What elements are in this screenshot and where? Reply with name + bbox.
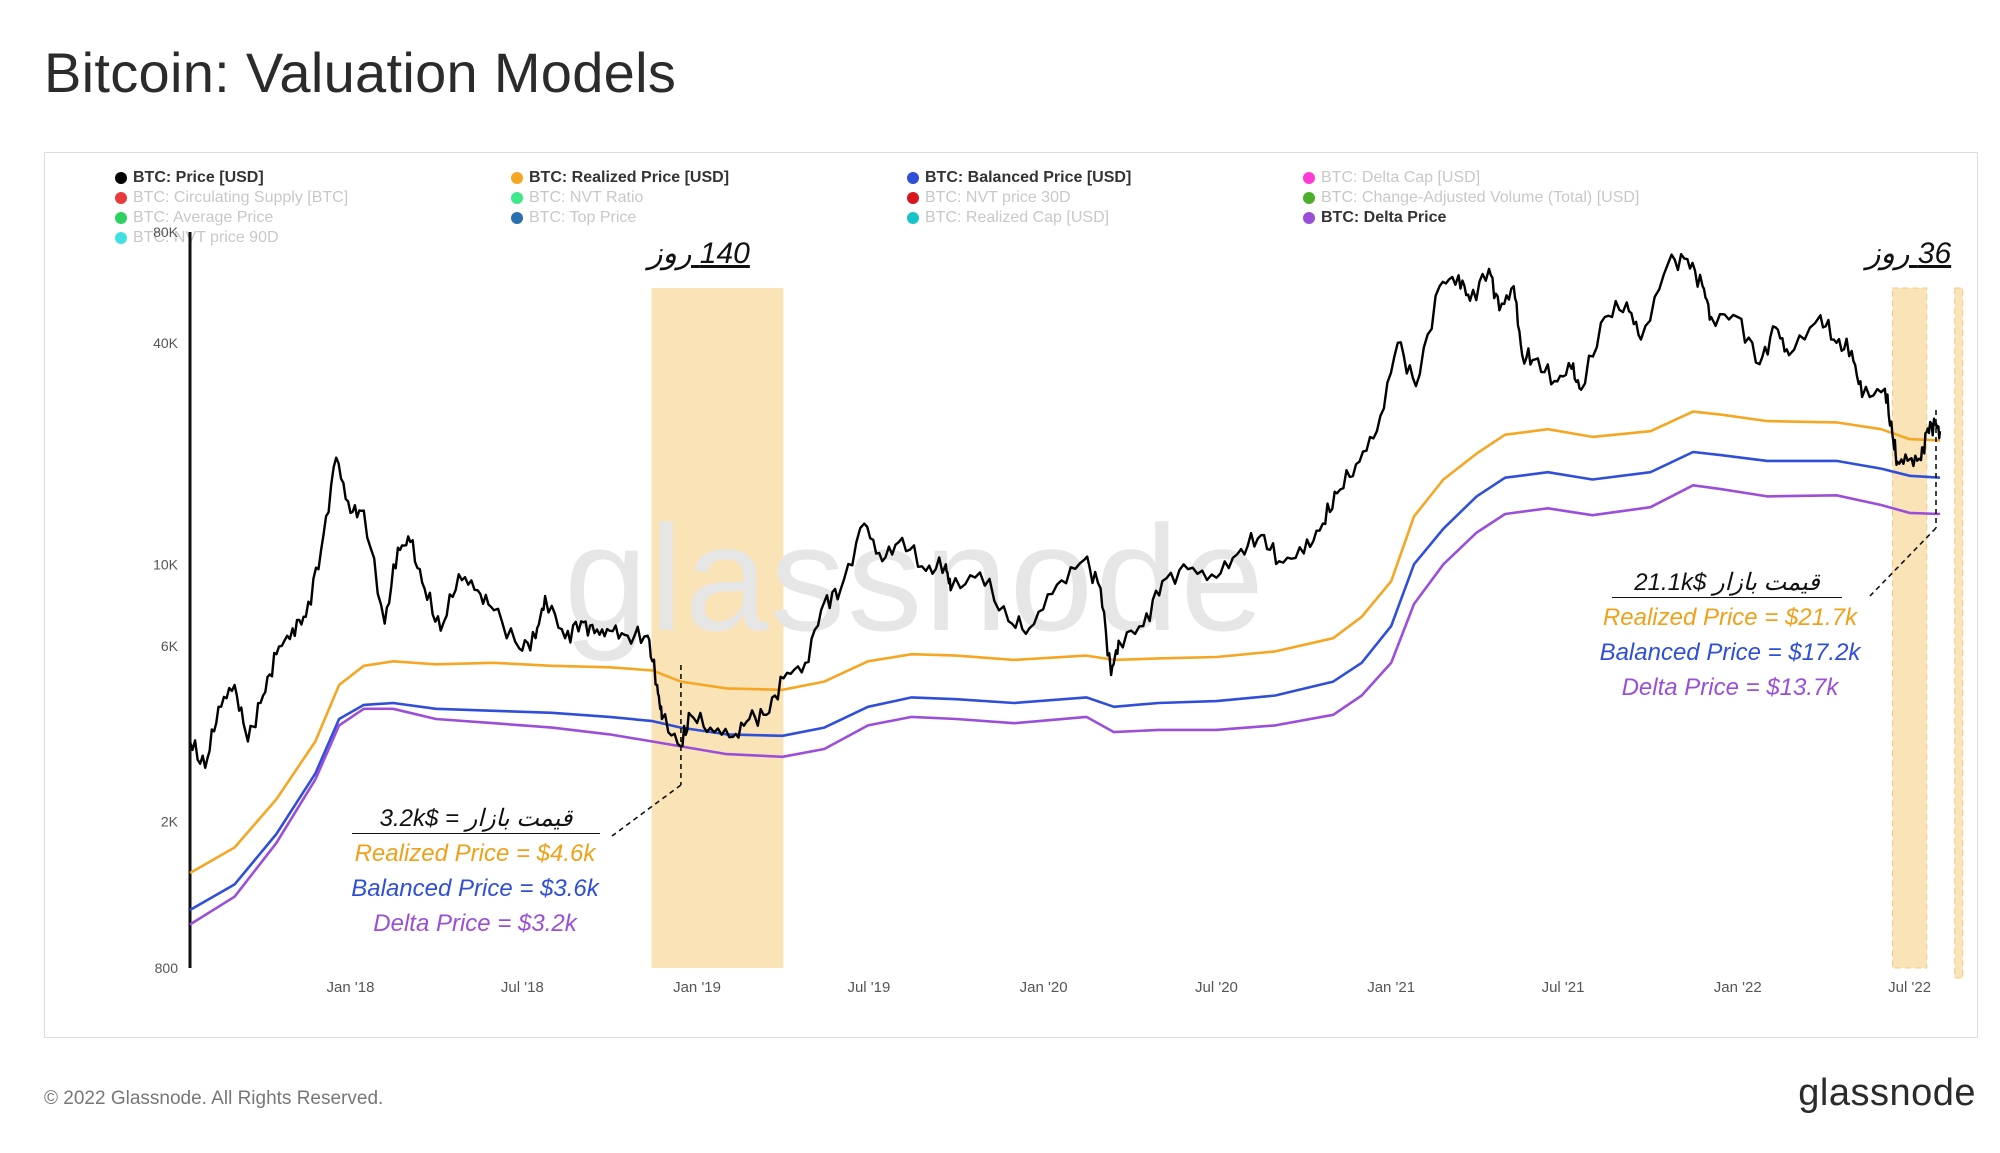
legend-dot bbox=[907, 212, 919, 224]
legend-label: BTC: Realized Price [USD] bbox=[529, 169, 730, 186]
legend-label: BTC: NVT price 90D bbox=[133, 229, 279, 246]
left-delta-price-label: Delta Price = $3.2k bbox=[373, 910, 577, 937]
legend-label: BTC: Delta Cap [USD] bbox=[1321, 169, 1481, 186]
legend-item[interactable]: BTC: Realized Cap [USD] bbox=[907, 209, 1109, 227]
legend-item[interactable]: BTC: Balanced Price [USD] bbox=[907, 169, 1131, 187]
legend-item[interactable]: BTC: NVT price 30D bbox=[907, 189, 1071, 207]
x-tick-label: Jul '21 bbox=[1542, 979, 1585, 996]
legend-label: BTC: Delta Price bbox=[1321, 209, 1447, 226]
copyright-footer: © 2022 Glassnode. All Rights Reserved. bbox=[44, 1088, 384, 1109]
legend-dot bbox=[1303, 172, 1315, 184]
legend-label: BTC: NVT price 30D bbox=[925, 189, 1071, 206]
series-line-realized-price bbox=[189, 410, 1941, 875]
legend-item[interactable]: BTC: NVT price 90D bbox=[115, 229, 279, 247]
y-tick-label: 40K bbox=[153, 335, 179, 351]
x-tick-label: Jul '19 bbox=[847, 979, 890, 996]
x-tick-label: Jul '20 bbox=[1195, 979, 1238, 996]
brand-logo: glassnode bbox=[1798, 1072, 1976, 1114]
legend-dot bbox=[907, 192, 919, 204]
left-realized-price-label: Realized Price = $4.6k bbox=[354, 840, 596, 867]
legend-label: BTC: Balanced Price [USD] bbox=[925, 169, 1132, 186]
legend-label: BTC: Circulating Supply [BTC] bbox=[133, 189, 349, 206]
y-tick-label: 6K bbox=[161, 638, 179, 654]
legend-dot bbox=[115, 232, 127, 244]
legend-item[interactable]: BTC: Change-Adjusted Volume (Total) [USD… bbox=[1303, 189, 1639, 207]
series-line-balanced-price bbox=[189, 450, 1941, 912]
legend-dot bbox=[511, 192, 523, 204]
highlight-band-edge bbox=[1954, 287, 1964, 979]
x-tick-label: Jan '18 bbox=[327, 979, 375, 996]
legend-item[interactable]: BTC: Price [USD] bbox=[115, 169, 264, 187]
right-realized-price-label: Realized Price = $21.7k bbox=[1602, 604, 1858, 631]
legend-label: BTC: NVT Ratio bbox=[529, 189, 644, 206]
right-balanced-price-label: Balanced Price = $17.2k bbox=[1599, 639, 1861, 666]
legend-item[interactable]: BTC: Realized Price [USD] bbox=[511, 169, 729, 187]
series-line-delta-price bbox=[189, 484, 1941, 926]
legend-dot bbox=[115, 192, 127, 204]
chart-container: BTC: Price [USD] BTC: Realized Price [USD… bbox=[44, 152, 1978, 1038]
legend-dot bbox=[115, 172, 127, 184]
x-axis-ticks: Jan '18 Jul '18 Jan '19 Jul '19 Jan '20 Jul '… bbox=[327, 979, 1932, 996]
legend-label: BTC: Change-Adjusted Volume (Total) [USD… bbox=[1321, 189, 1640, 206]
highlight-layer bbox=[651, 287, 1964, 979]
legend-label: BTC: Price [USD] bbox=[133, 169, 264, 186]
left-market-price-label: قیمت بازار = $3.2k bbox=[352, 804, 600, 834]
x-tick-label: Jan '21 bbox=[1367, 979, 1415, 996]
legend-item[interactable]: BTC: Circulating Supply [BTC] bbox=[115, 189, 348, 207]
chart-legend: BTC: Price [USD] BTC: Realized Price [USD… bbox=[115, 169, 1875, 253]
legend-dot bbox=[511, 172, 523, 184]
series-layer bbox=[188, 253, 1942, 926]
x-tick-label: Jul '22 bbox=[1888, 979, 1931, 996]
legend-dot bbox=[1303, 192, 1315, 204]
y-tick-label: 10K bbox=[153, 556, 179, 572]
legend-label: BTC: Realized Cap [USD] bbox=[925, 209, 1110, 226]
legend-item[interactable]: BTC: Top Price bbox=[511, 209, 636, 227]
legend-label: BTC: Average Price bbox=[133, 209, 274, 226]
y-tick-label: 800 bbox=[155, 960, 179, 976]
left-balanced-price-label: Balanced Price = $3.6k bbox=[351, 875, 599, 902]
legend-dot bbox=[1303, 212, 1315, 224]
x-tick-label: Jan '20 bbox=[1020, 979, 1068, 996]
legend-item[interactable]: BTC: NVT Ratio bbox=[511, 189, 643, 207]
legend-item[interactable]: BTC: Delta Price bbox=[1303, 209, 1446, 227]
y-tick-label: 80K bbox=[153, 224, 179, 240]
right-market-price-label: قیمت بازار $21.1k bbox=[1612, 568, 1842, 598]
x-tick-label: Jan '19 bbox=[673, 979, 721, 996]
legend-dot bbox=[511, 212, 523, 224]
legend-label: BTC: Top Price bbox=[529, 209, 637, 226]
days-label-left: 140 روز bbox=[648, 237, 750, 270]
right-leader-diagonal bbox=[1869, 527, 1937, 597]
page-title: Bitcoin: Valuation Models bbox=[44, 41, 677, 104]
highlight-band bbox=[651, 288, 784, 968]
highlight-band bbox=[1892, 287, 1928, 969]
watermark: glassnode bbox=[564, 494, 1266, 662]
series-line-price bbox=[188, 253, 1942, 769]
legend-dot bbox=[907, 172, 919, 184]
days-label-right: 36 روز bbox=[1866, 237, 1952, 270]
right-delta-price-label: Delta Price = $13.7k bbox=[1621, 674, 1839, 701]
x-tick-label: Jan '22 bbox=[1714, 979, 1762, 996]
x-tick-label: Jul '18 bbox=[501, 979, 544, 996]
y-tick-label: 2K bbox=[161, 814, 179, 830]
legend-dot bbox=[115, 212, 127, 224]
legend-item[interactable]: BTC: Delta Cap [USD] bbox=[1303, 169, 1480, 187]
annotation-leaders bbox=[611, 410, 1937, 837]
legend-item[interactable]: BTC: Average Price bbox=[115, 209, 273, 227]
y-axis-ticks: 800 2K 6K 10K 40K 80K bbox=[153, 224, 179, 976]
